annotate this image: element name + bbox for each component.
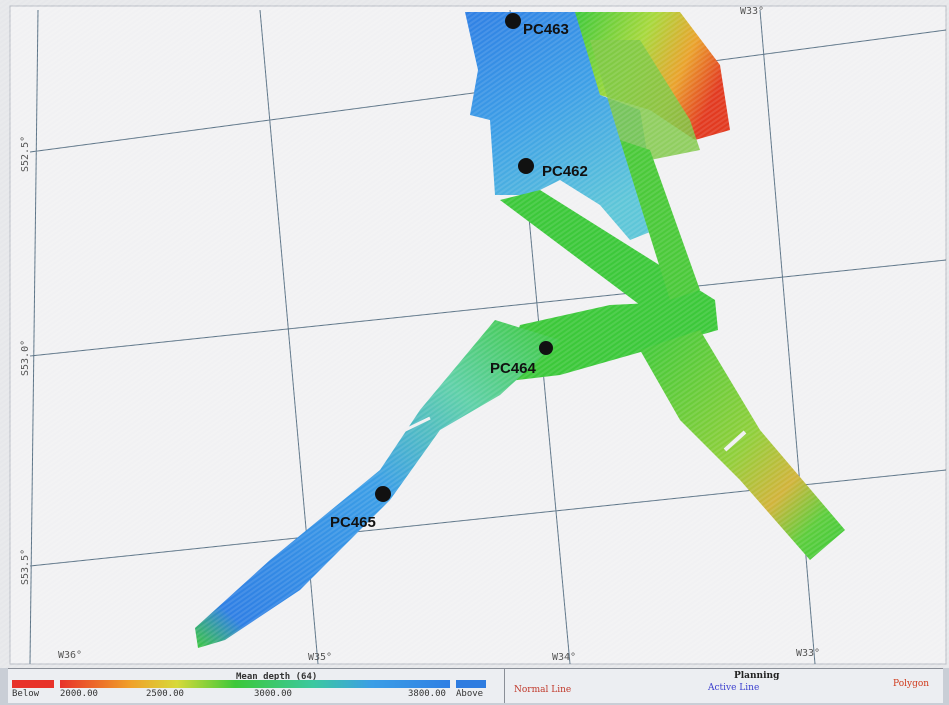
polygon-option[interactable]: Polygon bbox=[893, 679, 930, 689]
normal-line-option[interactable]: Normal Line bbox=[514, 685, 572, 695]
station-label: PC463 bbox=[523, 21, 569, 38]
station-marker[interactable] bbox=[505, 13, 521, 29]
depth-tick: 2000.00 bbox=[60, 689, 98, 699]
coord-lon-36: W36° bbox=[58, 650, 82, 661]
below-label: Below bbox=[12, 689, 40, 699]
legend-divider bbox=[504, 669, 505, 703]
coord-lon-33: W33° bbox=[796, 648, 820, 659]
station-marker[interactable] bbox=[539, 341, 553, 355]
swath-texture bbox=[0, 0, 949, 668]
bathymetry-map[interactable]: W33° S52.5° S53.0° S53.5° W36° W35° W34°… bbox=[0, 0, 949, 668]
depth-gradient-scale bbox=[60, 680, 450, 688]
coord-lat-53-0: S53.0° bbox=[20, 340, 31, 376]
swath-gap bbox=[723, 430, 747, 452]
coord-lon-35: W35° bbox=[308, 652, 332, 663]
coord-lon-34: W34° bbox=[552, 652, 576, 663]
station-label: PC465 bbox=[330, 514, 376, 531]
station-pc465[interactable]: PC465 bbox=[330, 486, 391, 531]
coord-top-right: W33° bbox=[740, 6, 764, 17]
depth-tick: 3800.00 bbox=[408, 689, 446, 699]
active-line-option[interactable]: Active Line bbox=[708, 683, 760, 693]
legend-title: Mean depth (64) bbox=[236, 672, 318, 682]
above-label: Above bbox=[456, 689, 484, 699]
station-label: PC462 bbox=[542, 163, 588, 180]
bathymetry-swaths bbox=[0, 0, 949, 668]
swath-gap-west bbox=[394, 416, 431, 437]
station-marker[interactable] bbox=[518, 158, 534, 174]
station-pc463[interactable]: PC463 bbox=[505, 13, 569, 38]
station-pc464[interactable]: PC464 bbox=[490, 341, 553, 377]
depth-tick: 2500.00 bbox=[146, 689, 184, 699]
station-marker[interactable] bbox=[375, 486, 391, 502]
coord-lat-53-5: S53.5° bbox=[20, 549, 31, 585]
station-label: PC464 bbox=[490, 360, 537, 377]
coord-lat-52-5: S52.5° bbox=[20, 136, 31, 172]
below-swatch bbox=[12, 680, 54, 688]
map-canvas: W33° S52.5° S53.0° S53.5° W36° W35° W34°… bbox=[0, 0, 949, 668]
planning-title: Planning bbox=[734, 671, 780, 681]
station-pc462[interactable]: PC462 bbox=[518, 158, 588, 180]
above-swatch bbox=[456, 680, 486, 688]
depth-tick: 3000.00 bbox=[254, 689, 292, 699]
legend-bar: Mean depth (64) Below 2000.00 2500.00 30… bbox=[8, 668, 943, 703]
